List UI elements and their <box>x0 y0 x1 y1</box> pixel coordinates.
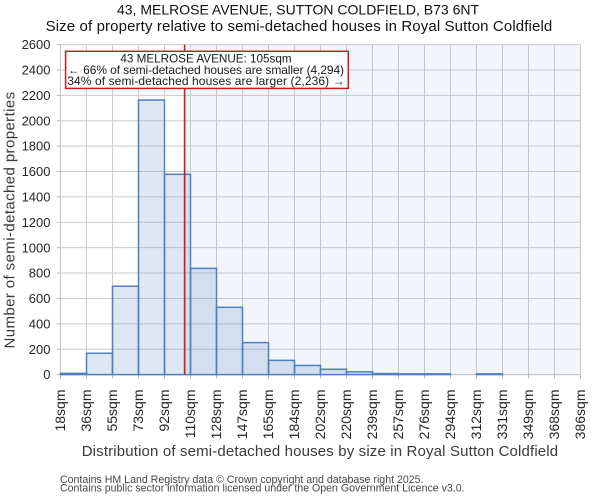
svg-text:43 MELROSE AVENUE: 105sqm: 43 MELROSE AVENUE: 105sqm <box>120 53 291 66</box>
svg-text:2000: 2000 <box>22 113 51 128</box>
svg-text:1600: 1600 <box>22 164 51 179</box>
svg-text:Contains public sector informa: Contains public sector information licen… <box>60 483 465 495</box>
svg-text:294sqm: 294sqm <box>442 390 458 440</box>
svg-text:0: 0 <box>43 367 50 382</box>
svg-text:257sqm: 257sqm <box>390 390 406 440</box>
svg-text:Number of semi-detached proper: Number of semi-detached properties <box>2 91 19 348</box>
svg-text:73sqm: 73sqm <box>130 390 146 432</box>
svg-text:165sqm: 165sqm <box>260 390 276 440</box>
svg-text:2600: 2600 <box>22 37 51 52</box>
svg-text:128sqm: 128sqm <box>208 390 224 440</box>
svg-text:110sqm: 110sqm <box>182 390 198 439</box>
svg-text:1800: 1800 <box>22 139 51 154</box>
svg-text:18sqm: 18sqm <box>52 390 68 432</box>
svg-text:600: 600 <box>29 291 51 306</box>
svg-text:276sqm: 276sqm <box>416 390 432 440</box>
svg-text:400: 400 <box>29 316 51 331</box>
svg-text:36sqm: 36sqm <box>78 390 94 432</box>
svg-text:34% of semi-detached houses ar: 34% of semi-detached houses are larger (… <box>67 74 345 88</box>
svg-text:368sqm: 368sqm <box>546 390 562 440</box>
svg-text:1400: 1400 <box>22 190 51 205</box>
svg-text:184sqm: 184sqm <box>286 390 302 440</box>
svg-text:1200: 1200 <box>22 215 51 230</box>
svg-text:← 66% of semi-detached houses: ← 66% of semi-detached houses are smalle… <box>68 63 344 77</box>
svg-text:349sqm: 349sqm <box>520 390 536 440</box>
svg-text:Distribution of semi-detached: Distribution of semi-detached houses by … <box>82 443 559 460</box>
svg-text:202sqm: 202sqm <box>312 390 328 440</box>
svg-text:220sqm: 220sqm <box>338 390 354 440</box>
svg-text:200: 200 <box>29 342 51 357</box>
svg-text:331sqm: 331sqm <box>494 390 510 440</box>
svg-text:92sqm: 92sqm <box>156 390 172 432</box>
svg-text:43, MELROSE AVENUE, SUTTON COL: 43, MELROSE AVENUE, SUTTON COLDFIELD, B7… <box>117 2 479 18</box>
svg-text:239sqm: 239sqm <box>364 390 380 440</box>
svg-text:147sqm: 147sqm <box>234 390 250 440</box>
svg-text:312sqm: 312sqm <box>468 390 484 440</box>
svg-text:Contains HM Land Registry data: Contains HM Land Registry data © Crown c… <box>60 474 424 486</box>
svg-text:Size of property relative to s: Size of property relative to semi-detach… <box>46 18 553 35</box>
svg-text:55sqm: 55sqm <box>104 390 120 432</box>
svg-text:2400: 2400 <box>22 63 51 78</box>
svg-text:1000: 1000 <box>22 240 51 255</box>
svg-text:386sqm: 386sqm <box>572 390 588 440</box>
svg-text:2200: 2200 <box>22 88 51 103</box>
svg-text:800: 800 <box>29 266 51 281</box>
